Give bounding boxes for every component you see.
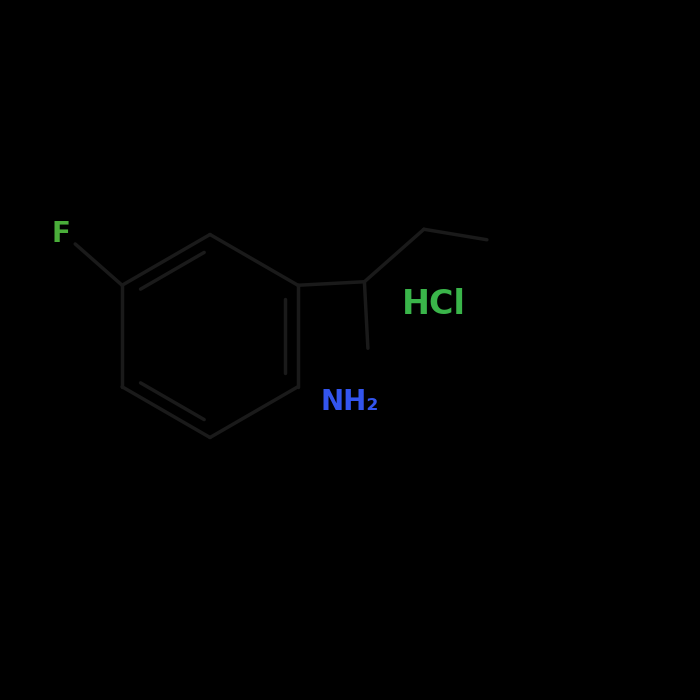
Text: F: F: [52, 220, 71, 248]
Text: HCl: HCl: [402, 288, 466, 321]
Text: NH₂: NH₂: [321, 389, 379, 416]
